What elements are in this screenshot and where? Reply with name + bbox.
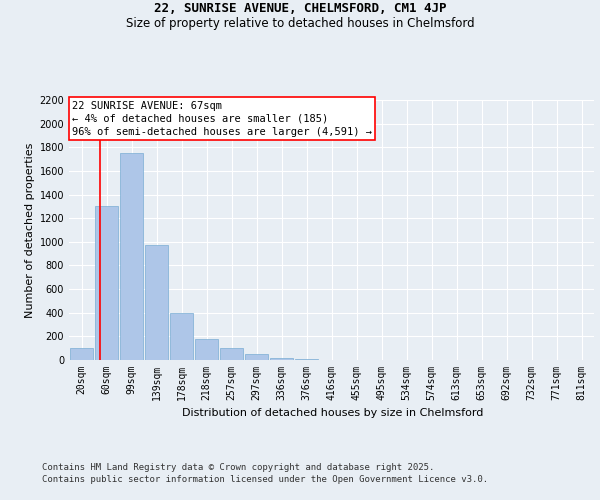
Bar [170, 312, 193, 360]
Bar [270, 358, 293, 360]
Text: 22 SUNRISE AVENUE: 67sqm
← 4% of detached houses are smaller (185)
96% of semi-d: 22 SUNRISE AVENUE: 67sqm ← 4% of detache… [71, 100, 371, 137]
Text: Contains HM Land Registry data © Crown copyright and database right 2025.: Contains HM Land Registry data © Crown c… [42, 462, 434, 471]
Bar [220, 348, 243, 360]
Bar [245, 354, 268, 360]
Bar [195, 340, 218, 360]
Text: 22, SUNRISE AVENUE, CHELMSFORD, CM1 4JP: 22, SUNRISE AVENUE, CHELMSFORD, CM1 4JP [154, 2, 446, 16]
Y-axis label: Number of detached properties: Number of detached properties [25, 142, 35, 318]
Text: Distribution of detached houses by size in Chelmsford: Distribution of detached houses by size … [182, 408, 484, 418]
Text: Contains public sector information licensed under the Open Government Licence v3: Contains public sector information licen… [42, 475, 488, 484]
Text: Size of property relative to detached houses in Chelmsford: Size of property relative to detached ho… [125, 18, 475, 30]
Bar [95, 206, 118, 360]
Bar [145, 245, 168, 360]
Bar [70, 348, 93, 360]
Bar [120, 153, 143, 360]
